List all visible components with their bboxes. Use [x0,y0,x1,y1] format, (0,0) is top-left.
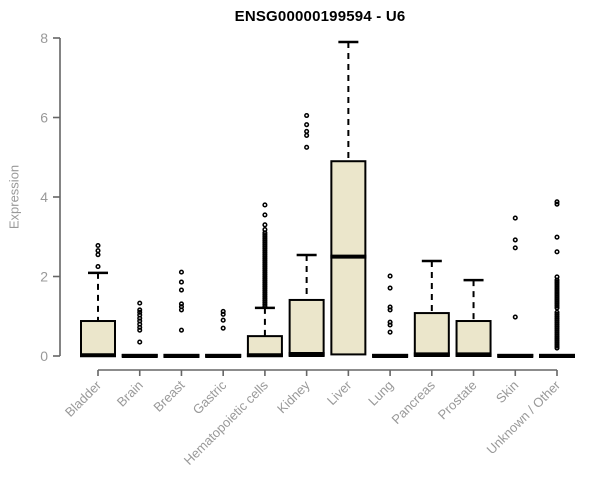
x-tick-label-pancreas: Pancreas [388,377,438,427]
outlier-point [554,279,560,285]
x-tick-label-skin: Skin [493,378,521,406]
outlier-point [554,249,560,255]
outlier-point [262,227,268,233]
outlier-point [95,242,101,249]
outlier-point [512,314,518,320]
y-tick-label-8: 8 [40,30,48,46]
boxplot-liver [330,40,367,356]
outlier-point [95,252,101,258]
x-tick-label-liver: Liver [324,377,355,408]
outlier-point [387,322,393,328]
outlier-point [304,144,310,150]
outlier-point [387,285,393,291]
x-tick-label-lung: Lung [365,378,396,409]
outlier-point [387,307,393,313]
outlier-point [220,308,226,315]
outlier-point [137,318,143,324]
outlier-point [137,339,143,345]
boxplot-prostate [455,278,492,357]
boxplot-bladder [80,242,116,358]
outlier-point [554,234,560,240]
boxplot-brain [121,300,158,358]
boxplot-pancreas [413,259,450,358]
x-tick-label-unknown-other: Unknown / Other [484,377,564,457]
boxplot-skin [497,215,534,358]
outlier-point [554,274,560,280]
outlier-point [554,311,560,317]
chart-title: ENSG00000199594 - U6 [234,8,406,25]
boxplot-gastric [205,308,242,358]
outlier-point [262,202,268,208]
x-tick-label-brain: Brain [114,378,146,410]
x-tick-label-gastric: Gastric [190,377,230,417]
outlier-point [178,287,185,293]
box-rect [288,298,325,358]
x-tick-label-kidney: Kidney [274,377,313,416]
outlier-point [512,215,518,221]
outlier-point [95,264,101,270]
outlier-point [137,307,143,313]
outlier-point [178,304,185,310]
y-axis: 0 2 4 6 8 [40,30,61,364]
outlier-point [262,222,268,228]
outlier-point [304,128,310,134]
box-rect [413,312,450,358]
outlier-point [387,329,393,335]
box-rect [246,335,283,357]
outlier-point [554,199,560,205]
outlier-point [220,317,226,323]
box-rect [80,320,116,357]
boxplot-breast [163,269,200,358]
boxplot-kidney [288,112,325,358]
outlier-point [262,212,268,218]
outlier-point [137,309,143,315]
outlier-point [178,327,185,333]
outlier-point [137,312,143,318]
outlier-point [220,311,226,317]
boxplot-hematopoietic-cells [246,202,283,358]
outlier-point [137,300,143,306]
outlier-point [554,201,560,207]
outlier-point [304,112,310,119]
outlier-point [512,237,518,243]
y-tick-label-6: 6 [40,110,48,126]
outlier-point [512,245,518,251]
outlier-point [304,122,310,128]
outlier-point [387,319,393,325]
x-tick-label-prostate: Prostate [435,378,480,423]
y-tick-label-0: 0 [40,348,48,364]
outlier-point [387,273,393,279]
outlier-point [554,309,560,315]
y-tick-label-2: 2 [40,269,48,285]
outlier-point [178,269,185,275]
y-tick-label-4: 4 [40,189,48,205]
outlier-point [304,132,310,138]
outlier-point [178,301,185,307]
box-rect [455,320,492,357]
outlier-point [95,248,101,254]
outlier-point [387,304,393,310]
x-tick-label-bladder: Bladder [62,377,105,420]
x-tick-label-breast: Breast [150,377,187,414]
boxplot-unknown-other [539,199,575,358]
outlier-point [137,327,143,333]
outlier-point [178,279,185,285]
outlier-point [262,232,268,238]
boxplot-lung [372,273,409,358]
outlier-point [220,325,226,331]
